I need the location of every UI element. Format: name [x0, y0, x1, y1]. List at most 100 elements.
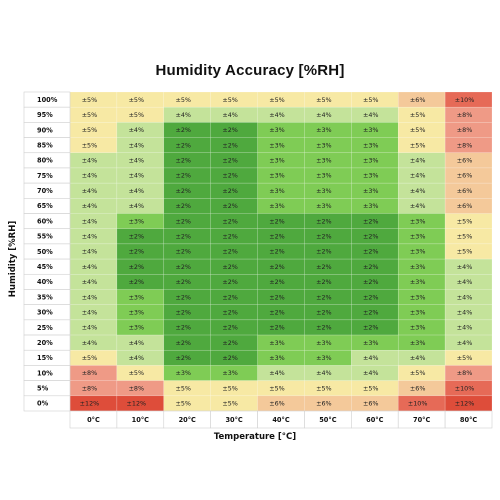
heatmap-cell-label: ±12% — [80, 400, 100, 408]
heatmap-cell-label: ±2% — [129, 233, 145, 241]
heatmap-cell-label: ±2% — [316, 308, 332, 316]
x-tick-label: 60°C — [366, 416, 383, 424]
heatmap-cell-label: ±2% — [269, 324, 285, 332]
heatmap-cell-label: ±2% — [222, 293, 238, 301]
heatmap-cell-label: ±4% — [316, 369, 332, 377]
heatmap-cell-label: ±2% — [175, 293, 191, 301]
heatmap-cell-label: ±4% — [363, 369, 379, 377]
heatmap-cell-label: ±3% — [129, 293, 145, 301]
heatmap-cell-label: ±3% — [316, 157, 332, 165]
heatmap-cell-label: ±4% — [82, 263, 98, 271]
heatmap-cell-label: ±2% — [363, 278, 379, 286]
heatmap-cell-label: ±6% — [457, 202, 473, 210]
heatmap-cell-label: ±5% — [410, 369, 426, 377]
heatmap-cell-label: ±3% — [129, 217, 145, 225]
heatmap-cell-label: ±4% — [363, 354, 379, 362]
x-axis-title: Temperature [°C] — [214, 432, 296, 442]
heatmap-cell-label: ±4% — [82, 157, 98, 165]
x-tick-label: 0°C — [87, 416, 100, 424]
heatmap-cell-label: ±4% — [363, 111, 379, 119]
heatmap-cell-label: ±5% — [457, 248, 473, 256]
heatmap-cell-label: ±8% — [129, 384, 145, 392]
heatmap-cell-label: ±4% — [82, 202, 98, 210]
heatmap-cell-label: ±4% — [82, 278, 98, 286]
y-tick-label: 80% — [37, 157, 53, 165]
heatmap-cell-label: ±4% — [457, 339, 473, 347]
y-tick-label: 75% — [37, 172, 53, 180]
heatmap-cell-label: ±5% — [363, 384, 379, 392]
heatmap-cell-label: ±2% — [175, 202, 191, 210]
heatmap-cell-label: ±4% — [457, 308, 473, 316]
y-axis-title: Humidity [%RH] — [8, 221, 18, 298]
heatmap-cell-label: ±4% — [410, 354, 426, 362]
heatmap-cell-label: ±10% — [408, 400, 428, 408]
x-tick-label-box — [444, 410, 493, 429]
heatmap-cell-label: ±2% — [222, 263, 238, 271]
chart-title: Humidity Accuracy [%RH] — [155, 62, 345, 79]
heatmap-cell-label: ±2% — [363, 217, 379, 225]
heatmap-cell-label: ±2% — [316, 217, 332, 225]
y-tick-label: 30% — [37, 309, 53, 317]
heatmap-cell-label: ±4% — [129, 157, 145, 165]
heatmap-cell-label: ±5% — [129, 369, 145, 377]
heatmap-cell-label: ±5% — [457, 217, 473, 225]
y-tick-label: 45% — [37, 263, 53, 271]
heatmap-cell-label: ±4% — [82, 172, 98, 180]
heatmap-cell-label: ±5% — [222, 384, 238, 392]
heatmap-cell-label: ±2% — [175, 217, 191, 225]
heatmap-cell-label: ±3% — [316, 141, 332, 149]
heatmap-cell-label: ±2% — [363, 263, 379, 271]
x-tick-label: 40°C — [272, 416, 289, 424]
heatmap-cell-label: ±6% — [363, 400, 379, 408]
heatmap-cell-label: ±10% — [455, 96, 475, 104]
heatmap-cell-label: ±6% — [457, 157, 473, 165]
heatmap-cell-label: ±4% — [410, 172, 426, 180]
heatmap-cell-label: ±4% — [129, 339, 145, 347]
y-tick-label: 40% — [37, 278, 53, 286]
heatmap-cell-label: ±3% — [129, 308, 145, 316]
y-tick-label: 0% — [37, 400, 49, 408]
heatmap-cell-label: ±4% — [175, 111, 191, 119]
heatmap-cell-label: ±2% — [222, 126, 238, 134]
heatmap-cell-label: ±8% — [82, 369, 98, 377]
heatmap-cell-label: ±2% — [222, 278, 238, 286]
heatmap-cell-label: ±5% — [175, 384, 191, 392]
heatmap-cell-label: ±3% — [363, 141, 379, 149]
heatmap-cell-label: ±2% — [175, 354, 191, 362]
y-tick-label: 20% — [37, 339, 53, 347]
heatmap-cell-label: ±2% — [175, 308, 191, 316]
heatmap-cell-label: ±2% — [175, 126, 191, 134]
heatmap-cell-label: ±5% — [82, 354, 98, 362]
heatmap-cell-label: ±2% — [269, 233, 285, 241]
y-tick-label: 95% — [37, 111, 53, 119]
heatmap-cell-label: ±3% — [269, 141, 285, 149]
x-tick-label: 10°C — [132, 416, 149, 424]
y-tick-label: 70% — [37, 187, 53, 195]
heatmap-cell-label: ±4% — [457, 263, 473, 271]
y-tick-label: 5% — [37, 385, 49, 393]
heatmap-cell-label: ±2% — [175, 233, 191, 241]
heatmap-cell-label: ±4% — [82, 187, 98, 195]
heatmap-cell-label: ±5% — [129, 96, 145, 104]
heatmap-cell-label: ±2% — [269, 293, 285, 301]
heatmap-cell-label: ±3% — [410, 293, 426, 301]
heatmap-cell-label: ±5% — [175, 96, 191, 104]
heatmap-cell-label: ±6% — [316, 400, 332, 408]
heatmap-cell-label: ±2% — [129, 248, 145, 256]
heatmap-cell-label: ±2% — [129, 263, 145, 271]
y-tick-labels: 100% 95% 90% 85% 80% 75% 70% 65% 60% 55% 50% 45% 40%… — [23, 91, 71, 412]
heatmap-cell-label: ±2% — [222, 324, 238, 332]
heatmap-cell-label: ±2% — [175, 187, 191, 195]
heatmap-cell-label: ±3% — [269, 126, 285, 134]
heatmap-cell-label: ±3% — [363, 172, 379, 180]
x-tick-label: 70°C — [413, 416, 430, 424]
heatmap-cell-label: ±8% — [457, 126, 473, 134]
heatmap-cell-label: ±3% — [269, 339, 285, 347]
heatmap-cell-label: ±3% — [269, 202, 285, 210]
heatmap-cell-label: ±2% — [222, 217, 238, 225]
heatmap-cell-label: ±3% — [316, 126, 332, 134]
heatmap-cell-label: ±3% — [316, 202, 332, 210]
heatmap-cell-label: ±2% — [269, 278, 285, 286]
heatmap-cell-label: ±2% — [363, 248, 379, 256]
y-tick-label: 25% — [37, 324, 53, 332]
